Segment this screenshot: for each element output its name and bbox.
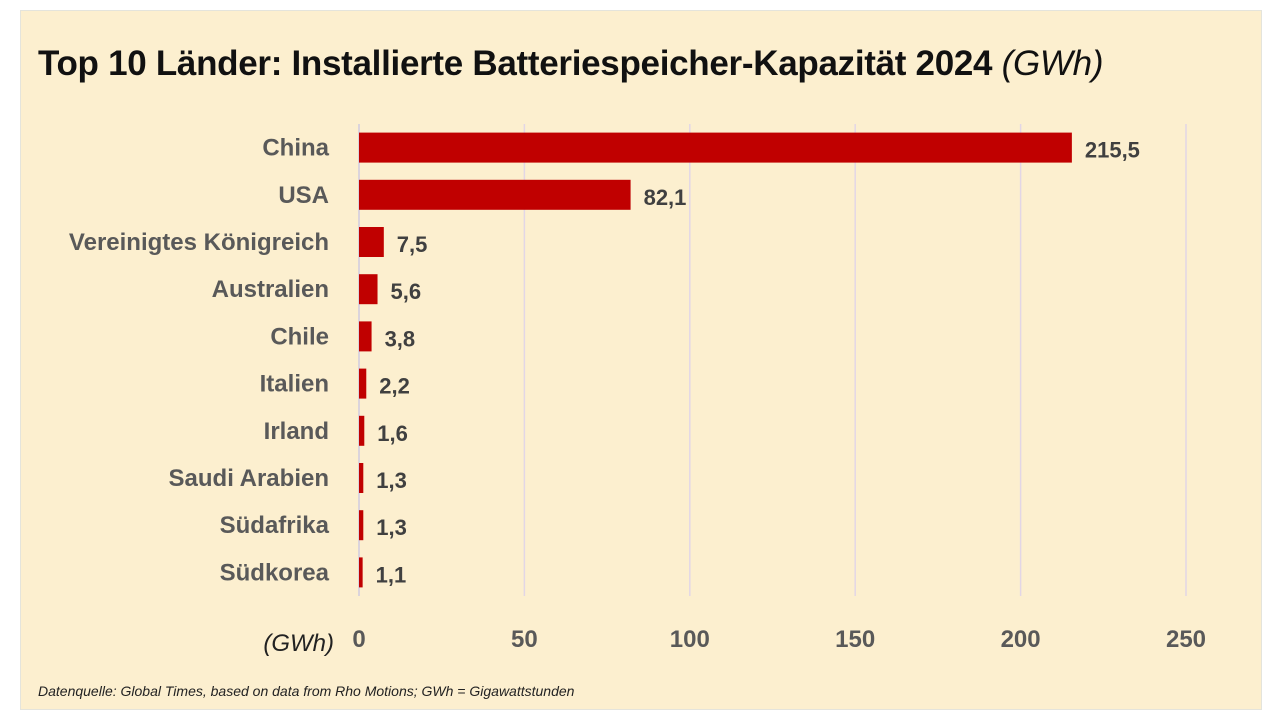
x-tick-label: 250 (1166, 626, 1206, 653)
bar (359, 557, 363, 588)
title-text: Top 10 Länder: Installierte Batteriespei… (38, 44, 993, 83)
category-label: China (262, 135, 329, 162)
bar (359, 510, 364, 541)
bar (359, 179, 631, 210)
x-tick-label: 0 (352, 626, 365, 653)
data-label: 1,1 (376, 562, 407, 587)
data-label: 215,5 (1085, 138, 1140, 163)
x-tick-label: 200 (1001, 626, 1041, 653)
x-axis-label: (GWh) (263, 630, 334, 657)
x-tick-label: 100 (670, 626, 710, 653)
data-label: 2,2 (379, 374, 410, 399)
data-label: 82,1 (644, 185, 687, 210)
category-label: Italien (260, 371, 329, 398)
category-label: Saudi Arabien (169, 465, 329, 492)
category-label: Südkorea (220, 559, 330, 586)
x-tick-label: 50 (511, 626, 538, 653)
x-tick-label: 150 (835, 626, 875, 653)
data-label: 5,6 (391, 279, 422, 304)
bar (359, 132, 1072, 163)
bar (359, 368, 367, 399)
chart-title: Top 10 Länder: Installierte Batteriespei… (38, 44, 1103, 84)
bar (359, 321, 372, 352)
bar (359, 415, 365, 446)
data-label: 1,3 (376, 515, 407, 540)
category-label: USA (278, 182, 329, 209)
bar (359, 274, 378, 305)
category-label: Australien (212, 276, 329, 303)
data-label: 1,6 (377, 421, 408, 446)
data-label: 3,8 (385, 326, 416, 351)
data-label: 7,5 (397, 232, 428, 257)
data-label: 1,3 (376, 468, 407, 493)
chart-panel (20, 10, 1262, 710)
source-note: Datenquelle: Global Times, based on data… (38, 683, 575, 699)
category-label: Irland (264, 418, 329, 445)
bar (359, 227, 384, 257)
category-label: Vereinigtes Königreich (69, 229, 329, 256)
bar (359, 463, 364, 493)
category-label: Südafrika (220, 512, 330, 539)
category-label: Chile (270, 323, 329, 350)
title-unit: (GWh) (1001, 44, 1104, 83)
